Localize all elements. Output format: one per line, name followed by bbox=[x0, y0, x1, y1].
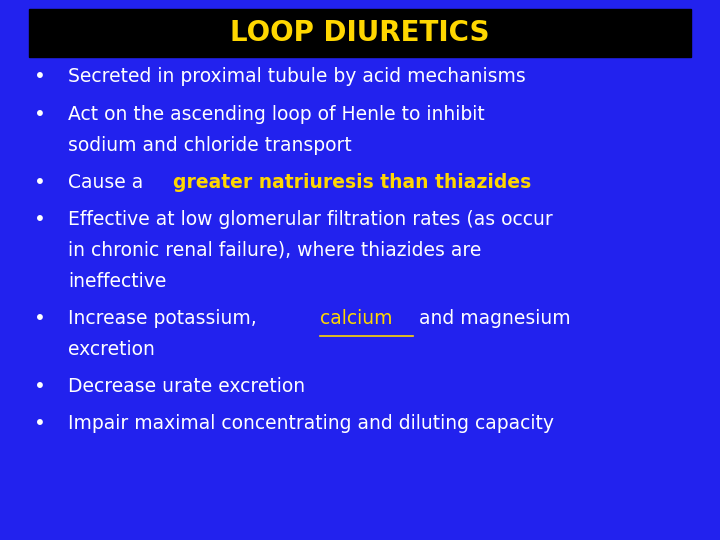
FancyBboxPatch shape bbox=[29, 9, 691, 57]
Text: •: • bbox=[34, 105, 45, 124]
Text: •: • bbox=[34, 173, 45, 192]
Text: Impair maximal concentrating and diluting capacity: Impair maximal concentrating and dilutin… bbox=[68, 414, 554, 433]
Text: •: • bbox=[34, 68, 45, 86]
Text: sodium and chloride transport: sodium and chloride transport bbox=[68, 136, 352, 154]
Text: Effective at low glomerular filtration rates (as occur: Effective at low glomerular filtration r… bbox=[68, 210, 553, 229]
Text: •: • bbox=[34, 210, 45, 229]
Text: calcium: calcium bbox=[320, 309, 392, 328]
Text: Act on the ascending loop of Henle to inhibit: Act on the ascending loop of Henle to in… bbox=[68, 105, 485, 124]
Text: Decrease urate excretion: Decrease urate excretion bbox=[68, 377, 305, 396]
Text: in chronic renal failure), where thiazides are: in chronic renal failure), where thiazid… bbox=[68, 241, 482, 260]
Text: •: • bbox=[34, 377, 45, 396]
Text: LOOP DIURETICS: LOOP DIURETICS bbox=[230, 19, 490, 47]
Text: •: • bbox=[34, 414, 45, 433]
Text: Increase potassium,: Increase potassium, bbox=[68, 309, 263, 328]
Text: greater natriuresis than thiazides: greater natriuresis than thiazides bbox=[174, 173, 531, 192]
Text: Secreted in proximal tubule by acid mechanisms: Secreted in proximal tubule by acid mech… bbox=[68, 68, 526, 86]
Text: •: • bbox=[34, 309, 45, 328]
Text: excretion: excretion bbox=[68, 340, 156, 359]
Text: Cause a: Cause a bbox=[68, 173, 150, 192]
Text: ineffective: ineffective bbox=[68, 272, 167, 291]
Text: and magnesium: and magnesium bbox=[413, 309, 571, 328]
